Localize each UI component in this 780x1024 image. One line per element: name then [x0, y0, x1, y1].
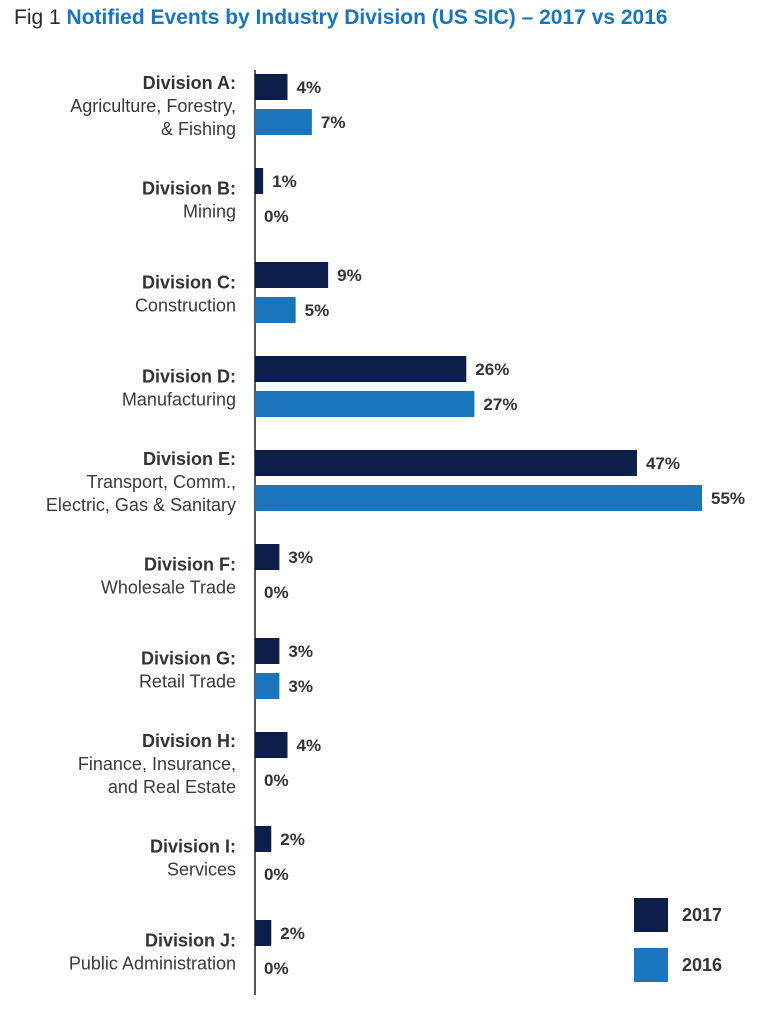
legend-swatch-2017 [634, 898, 668, 932]
category-label: Division B: Mining [142, 179, 236, 222]
data-label-2017: 2% [280, 830, 305, 849]
category-division: Division G: [141, 649, 236, 669]
bar-2016 [255, 109, 312, 135]
category-label: Division G: Retail Trade [139, 649, 236, 692]
category-label: Division E: Transport, Comm., Electric, Ga… [46, 449, 236, 515]
category-division: Division B: [142, 179, 236, 199]
data-label-2017: 3% [288, 642, 313, 661]
category-division: Division C: [142, 273, 236, 293]
category-description: Mining [183, 202, 236, 222]
data-label-2016: 0% [264, 771, 289, 790]
data-label-2017: 3% [288, 548, 313, 567]
bar-2017 [255, 168, 264, 194]
category-division: Division I: [150, 837, 236, 857]
bar-2016 [255, 673, 280, 699]
category-description: Public Administration [69, 954, 236, 974]
figure-title: Fig 1 Notified Events by Industry Divisi… [14, 6, 668, 30]
data-label-2017: 4% [297, 736, 322, 755]
category-division: Division J: [145, 931, 236, 951]
category-description: Transport, Comm., [87, 472, 236, 492]
figure-title-text: Notified Events by Industry Division (US… [66, 6, 668, 29]
category-division: Division A: [143, 73, 236, 93]
data-label-2016: 0% [264, 959, 289, 978]
bar-2017 [255, 826, 272, 852]
category-label: Division A: Agriculture, Forestry, & Fishi… [70, 73, 236, 139]
bar-2017 [255, 920, 272, 946]
data-label-2016: 27% [483, 395, 517, 414]
category-division: Division F: [144, 555, 236, 575]
data-label-2017: 1% [272, 172, 297, 191]
data-label-2017: 47% [646, 454, 680, 473]
legend-swatch-2016 [634, 948, 668, 982]
category-description: and Real Estate [108, 777, 236, 797]
bar-2017 [255, 450, 637, 476]
category-description: Retail Trade [139, 672, 236, 692]
category-label: Division H: Finance, Insurance, and Real E… [78, 731, 236, 797]
data-label-2017: 9% [337, 266, 362, 285]
bar-2017 [255, 638, 280, 664]
data-label-2016: 0% [264, 207, 289, 226]
category-division: Division E: [143, 449, 236, 469]
bar-2016 [255, 391, 475, 417]
category-description: Services [167, 860, 236, 880]
category-description: Finance, Insurance, [78, 754, 236, 774]
legend-label-2016: 2016 [682, 955, 722, 975]
data-label-2017: 26% [475, 360, 509, 379]
category-description: Construction [135, 296, 236, 316]
data-label-2016: 7% [321, 113, 346, 132]
data-label-2016: 5% [305, 301, 330, 320]
bar-2016 [255, 485, 702, 511]
category-description: Electric, Gas & Sanitary [46, 495, 236, 515]
bar-2017 [255, 74, 288, 100]
data-label-2016: 55% [711, 489, 745, 508]
bar-2017 [255, 544, 280, 570]
category-description: Agriculture, Forestry, [70, 96, 236, 116]
data-label-2017: 2% [280, 924, 305, 943]
category-label: Division J: Public Administration [69, 931, 236, 974]
category-description: Wholesale Trade [101, 578, 236, 598]
data-label-2016: 0% [264, 865, 289, 884]
category-label: Division D: Manufacturing [122, 367, 236, 410]
category-description: & Fishing [161, 119, 236, 139]
category-label: Division F: Wholesale Trade [101, 555, 236, 598]
data-label-2016: 3% [288, 677, 313, 696]
data-label-2016: 0% [264, 583, 289, 602]
bar-2017 [255, 356, 467, 382]
category-division: Division D: [142, 367, 236, 387]
figure-number: Fig 1 [14, 6, 61, 29]
bar-2016 [255, 297, 296, 323]
bar-2017 [255, 262, 329, 288]
legend-label-2017: 2017 [682, 905, 722, 925]
category-label: Division C: Construction [135, 273, 236, 316]
category-label: Division I: Services [150, 837, 236, 880]
category-division: Division H: [142, 731, 236, 751]
category-description: Manufacturing [122, 390, 236, 410]
bar-2017 [255, 732, 288, 758]
data-label-2017: 4% [297, 78, 322, 97]
